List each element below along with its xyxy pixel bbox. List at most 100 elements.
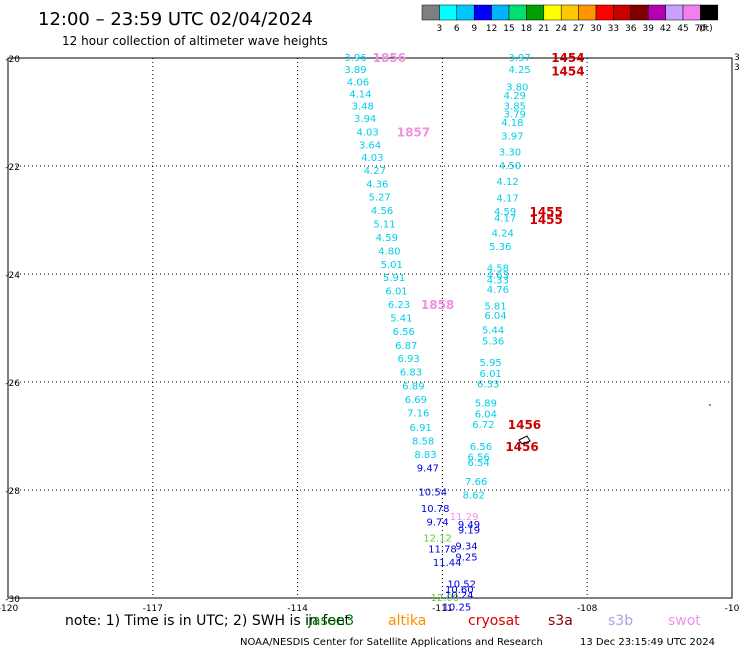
- footer-timestamp: 13 Dec 23:15:49 UTC 2024: [580, 637, 715, 648]
- swh-value: 10.25: [443, 603, 472, 614]
- footer-credit: NOAA/NESDIS Center for Satellite Applica…: [240, 637, 543, 648]
- colorbar-label: 24: [555, 24, 567, 34]
- swh-value: 5.36: [489, 242, 511, 253]
- time-stamp: 1455: [529, 213, 562, 227]
- swh-value: 5.89: [475, 399, 497, 410]
- x-tick-label: -117: [143, 604, 163, 614]
- swh-value: 3.89: [344, 65, 366, 76]
- swh-value: 12.12: [423, 534, 452, 545]
- swh-value: 6.56: [470, 442, 492, 453]
- note-text: note: 1) Time is in UTC; 2) SWH is in fe…: [65, 613, 351, 629]
- y-tick-label: -30: [5, 595, 20, 605]
- swh-value: 5.41: [390, 313, 412, 324]
- swh-value: 6.93: [397, 354, 419, 365]
- colorbar-label: 12: [486, 24, 497, 34]
- grid-lines: [8, 57, 732, 598]
- swh-value: 6.69: [405, 395, 427, 406]
- time-stamp: 1858: [421, 298, 454, 312]
- swh-value: 6.91: [410, 423, 432, 434]
- colorbar-swatch: [595, 4, 614, 21]
- swh-value: 10.60: [445, 585, 474, 596]
- swh-value: 4.63: [487, 271, 509, 282]
- x-tick-label: -10: [725, 604, 740, 614]
- swh-value: 4.29: [504, 91, 526, 102]
- colorbar-swatch: [578, 4, 597, 21]
- swh-value: 9.25: [455, 553, 477, 564]
- track-marker: [518, 404, 711, 445]
- swh-value: 6.33: [477, 380, 499, 391]
- swh-value: 4.24: [492, 229, 514, 240]
- colorbar-swatch: [665, 4, 684, 21]
- colorbar-label: 36: [625, 24, 637, 34]
- legend-entry: s3a: [548, 613, 573, 629]
- swh-value: 3.80: [506, 83, 528, 94]
- colorbar-label: 39: [642, 24, 654, 34]
- y-tick-label: -26: [5, 379, 20, 389]
- time-stamp: 1456: [508, 418, 541, 432]
- swh-value: 3.48: [352, 102, 374, 113]
- colorbar-swatch: [473, 4, 492, 21]
- colorbar-label: 70: [695, 24, 707, 34]
- time-stamp: 1456: [505, 440, 538, 454]
- swh-value: 4.06: [347, 77, 369, 88]
- right-edge-label: 3: [734, 63, 740, 73]
- legend: jason3 altika cryosat s3a s3b swot: [307, 613, 701, 629]
- swh-value: 10.24: [445, 590, 474, 601]
- time-stamp: 1454: [551, 65, 584, 79]
- swh-value: 3.97: [508, 53, 530, 64]
- chart-subtitle: 12 hour collection of altimeter wave hei…: [62, 34, 328, 48]
- time-stamp: 1857: [397, 126, 430, 140]
- colorbar-label: 45: [677, 24, 688, 34]
- colorbar-swatch: [560, 4, 579, 21]
- swh-value: 4.12: [496, 177, 518, 188]
- colorbar-label: 6: [454, 24, 460, 34]
- swh-value: 6.01: [385, 286, 407, 297]
- time-stamp: 1454: [551, 51, 584, 65]
- swh-value: 6.72: [472, 420, 494, 431]
- swh-value: 4.76: [487, 285, 509, 296]
- swh-value: 6.04: [484, 311, 506, 322]
- legend-entry: altika: [388, 613, 426, 629]
- swh-value: 9.47: [417, 463, 439, 474]
- swh-value: 3.85: [504, 102, 526, 113]
- swh-value: 4.36: [366, 179, 388, 190]
- swh-value: 4.58: [487, 264, 509, 275]
- colorbar-swatch: [647, 4, 666, 21]
- legend-entry: cryosat: [468, 613, 520, 629]
- swh-value: 5.01: [381, 260, 403, 271]
- colorbar-swatch: [421, 4, 440, 21]
- colorbar-swatch: [491, 4, 510, 21]
- swh-value: 4.17: [494, 213, 516, 224]
- colorbar-swatch: [700, 4, 719, 21]
- swh-value: 9.19: [458, 526, 480, 537]
- colorbar-swatch: [630, 4, 649, 21]
- swh-value: 3.96: [344, 53, 366, 64]
- swh-value: 5.44: [482, 326, 504, 337]
- swh-value: 4.03: [356, 128, 378, 139]
- x-tick-label: -108: [577, 604, 598, 614]
- swh-value: 11.44: [433, 558, 462, 569]
- swh-value: 4.03: [361, 153, 383, 164]
- swh-value: 6.56: [467, 453, 489, 464]
- colorbar-swatch: [508, 4, 527, 21]
- swh-value: 6.54: [467, 458, 489, 469]
- swh-value: 6.56: [393, 327, 415, 338]
- swh-value: 4.25: [508, 65, 530, 76]
- time-stamp: 1856: [373, 51, 406, 65]
- swh-value: 8.58: [412, 436, 434, 447]
- swh-value: 4.56: [371, 206, 393, 217]
- data-points: 3.963.894.064.143.483.944.033.644.034.27…: [344, 53, 530, 614]
- legend-entry: jason3: [307, 613, 354, 629]
- right-edge-label: 3: [734, 53, 740, 63]
- colorbar-label: 15: [503, 24, 514, 34]
- swh-value: 10.52: [447, 580, 476, 591]
- x-tick-label: -111: [432, 604, 452, 614]
- y-tick-label: -24: [5, 271, 20, 281]
- swh-value: 5.11: [373, 219, 395, 230]
- swh-value: 6.83: [400, 367, 422, 378]
- colorbar-label: 3: [437, 24, 443, 34]
- swh-value: 4.59: [376, 233, 398, 244]
- swh-value: 4.33: [487, 275, 509, 286]
- swh-value: 3.94: [354, 114, 376, 125]
